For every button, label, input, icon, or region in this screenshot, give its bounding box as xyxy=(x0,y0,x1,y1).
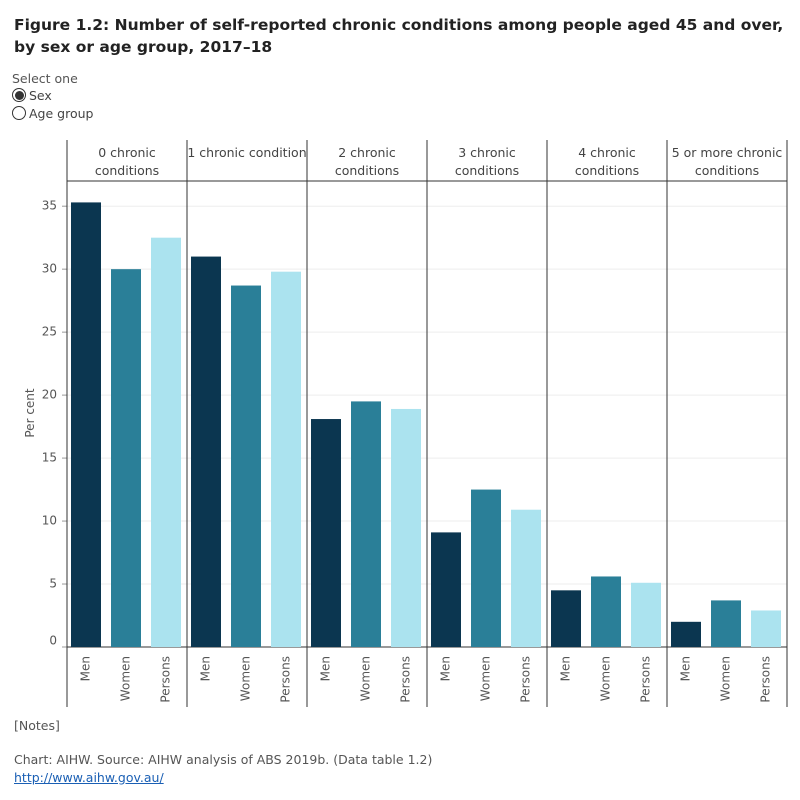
x-tick-label: Men xyxy=(319,656,333,681)
y-tick-label: 30 xyxy=(42,262,57,276)
x-tick-label: Women xyxy=(599,656,613,701)
x-tick-label: Men xyxy=(439,656,453,681)
notes-link[interactable]: [Notes] xyxy=(14,718,60,733)
x-tick-label: Men xyxy=(79,656,93,681)
panel-header: 2 chronic conditions xyxy=(334,145,400,178)
bar xyxy=(151,237,181,648)
bar xyxy=(111,269,141,647)
chart-title: Figure 1.2: Number of self-reported chro… xyxy=(14,16,784,56)
panel-header: 4 chronic conditions xyxy=(574,145,640,178)
bar xyxy=(471,489,501,647)
radio-button[interactable] xyxy=(12,88,26,102)
selector-label: Select one xyxy=(12,71,78,86)
x-tick-label: Men xyxy=(559,656,573,681)
bar xyxy=(391,408,421,647)
x-tick-label: Men xyxy=(199,656,213,681)
panel-header: 3 chronic conditions xyxy=(454,145,520,178)
x-tick-label: Men xyxy=(679,656,693,681)
source: Chart: AIHW. Source: AIHW analysis of AB… xyxy=(14,752,433,767)
y-tick-label: 25 xyxy=(42,325,57,339)
bar xyxy=(551,590,581,647)
bar xyxy=(71,202,101,647)
selector: Select one Sex Age group xyxy=(12,71,93,122)
bar xyxy=(351,401,381,647)
bar xyxy=(711,600,741,647)
x-tick-label: Women xyxy=(359,656,373,701)
radio-label[interactable]: Age group xyxy=(29,105,94,121)
y-tick-label: 15 xyxy=(42,451,57,465)
bar xyxy=(191,256,221,647)
bar xyxy=(631,582,661,647)
bar xyxy=(271,271,301,647)
x-tick-label: Women xyxy=(479,656,493,701)
x-tick-label: Women xyxy=(119,656,133,701)
x-tick-label: Women xyxy=(719,656,733,701)
panel-header: 0 chronic conditions xyxy=(94,145,160,178)
bar xyxy=(231,285,261,647)
radio-button[interactable] xyxy=(12,106,26,120)
bar xyxy=(671,621,701,647)
x-tick-label: Persons xyxy=(759,656,773,703)
x-tick-label: Persons xyxy=(639,656,653,703)
y-axis-label: Per cent xyxy=(23,388,37,438)
bar xyxy=(431,532,461,647)
radio-option[interactable]: Age group xyxy=(12,104,93,122)
url-link[interactable]: http://www.aihw.gov.au/ xyxy=(14,770,164,785)
bar xyxy=(511,509,541,647)
x-tick-label: Persons xyxy=(159,656,173,703)
x-tick-label: Women xyxy=(239,656,253,701)
y-tick-label: 0 xyxy=(49,634,57,648)
x-tick-label: Persons xyxy=(519,656,533,703)
panel-header: 5 or more chronic conditions xyxy=(671,145,783,178)
y-tick-label: 20 xyxy=(42,388,57,402)
panel-header: 1 chronic condition xyxy=(187,145,307,160)
y-tick-label: 5 xyxy=(49,577,57,591)
radio-label[interactable]: Sex xyxy=(29,87,52,103)
x-tick-label: Persons xyxy=(279,656,293,703)
y-tick-label: 10 xyxy=(42,514,57,528)
radio-option[interactable]: Sex xyxy=(12,86,93,104)
y-tick-label: 35 xyxy=(42,199,57,213)
bar xyxy=(591,576,621,647)
x-tick-label: Persons xyxy=(399,656,413,703)
bar xyxy=(751,610,781,647)
bar xyxy=(311,419,341,647)
